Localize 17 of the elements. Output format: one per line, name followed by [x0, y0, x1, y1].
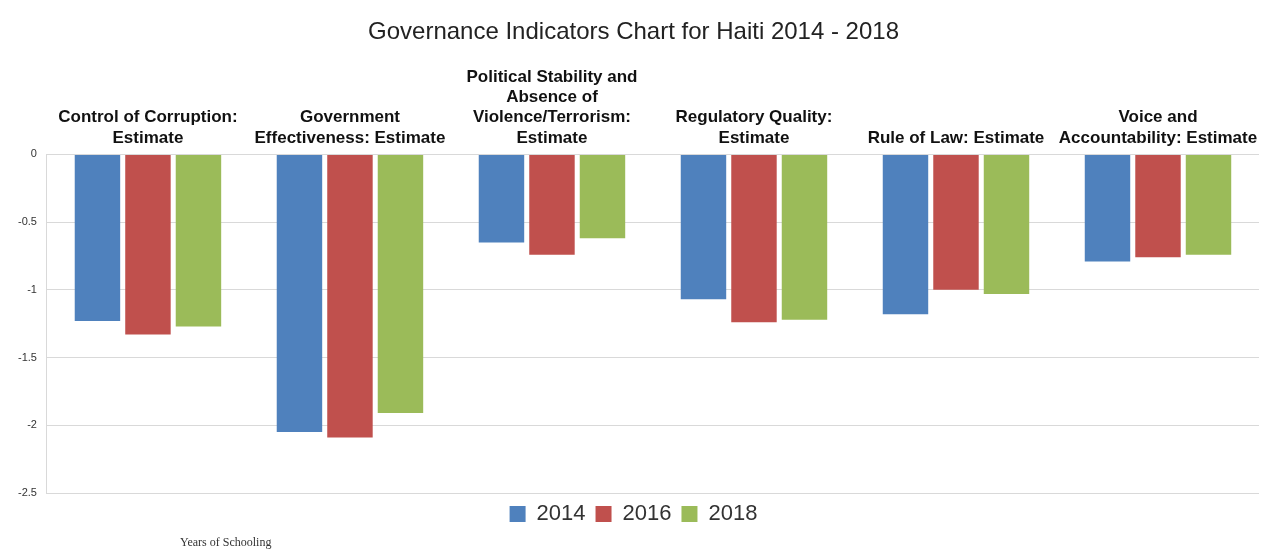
y-tick-label: -1 [27, 282, 37, 295]
x-tick-label: Control of Corruption: Estimate [58, 107, 238, 147]
x-tick-label: Political Stability and Absence of Violence/Terrorism: Estimate [466, 66, 638, 147]
y-tick-label: -2 [27, 418, 37, 431]
x-tick-label: Government Effectiveness: Estimate [254, 107, 446, 147]
x-tick-label: Voice and Accountability: Estimate [1058, 107, 1258, 147]
x-tick-label: Regulatory Quality: Estimate [675, 107, 833, 147]
legend-label: 2018 [708, 500, 758, 526]
x-tick-label: Rule of Law: Estimate [867, 127, 1045, 147]
y-tick-label: -2.5 [17, 486, 37, 499]
text: Years of Schooling [180, 535, 272, 550]
legend-label: 2016 [622, 500, 672, 526]
y-tick-label: 0 [30, 147, 37, 160]
y-tick-label: -1.5 [17, 350, 37, 363]
legend-label: 2014 [536, 500, 586, 526]
y-tick-label: -0.5 [17, 215, 37, 228]
chart-title: Governance Indicators Chart for Haiti 2014 - 2018 [368, 17, 899, 45]
